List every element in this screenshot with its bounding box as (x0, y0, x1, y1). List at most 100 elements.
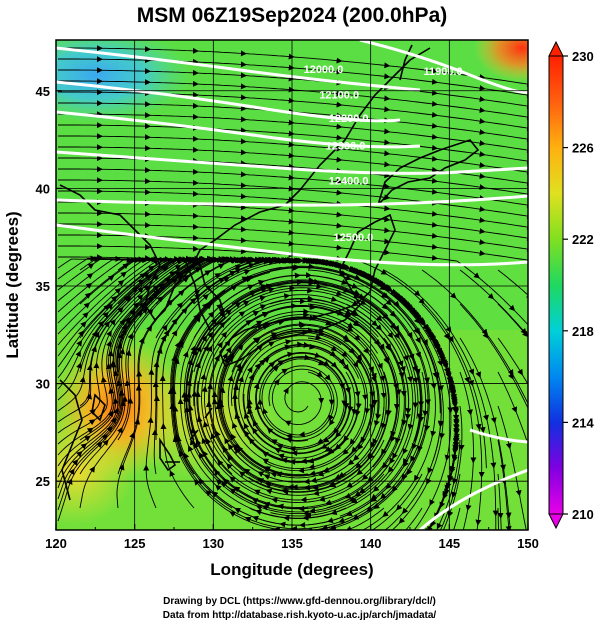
wind-arrowhead (427, 467, 433, 474)
wind-arrowhead (450, 292, 457, 299)
wind-arrowhead (479, 206, 486, 213)
wind-arrowhead (335, 290, 343, 297)
wind-arrowhead (479, 162, 486, 169)
wind-arrowhead (107, 350, 114, 357)
wind-arrowhead (479, 239, 486, 246)
wind-arrowhead (398, 517, 406, 524)
wind-arrowhead (227, 375, 234, 382)
wind-arrowhead (137, 287, 144, 294)
wind-arrowhead (362, 347, 370, 355)
wind-arrowhead (359, 299, 367, 305)
wind-arrowhead (281, 368, 289, 375)
wind-arrowhead (229, 476, 236, 483)
wind-arrowhead (414, 474, 420, 482)
wind-arrowhead (344, 492, 352, 499)
wind-arrowhead (106, 340, 112, 348)
wind-arrowhead (102, 311, 109, 319)
contour-12500-southeast (469, 428, 528, 444)
wind-arrowhead (261, 324, 269, 330)
wind-arrowhead (379, 284, 387, 291)
wind-arrowhead (262, 466, 270, 472)
wind-arrowhead (402, 447, 409, 455)
wind-arrowhead (373, 503, 380, 510)
wind-arrowhead (182, 351, 189, 358)
wind-arrowhead (390, 435, 396, 443)
wind-arrowhead (479, 96, 486, 103)
wind-arrowhead (246, 366, 253, 374)
wind-arrowhead (401, 419, 408, 427)
wind-arrowhead (242, 300, 250, 307)
wind-arrowhead (380, 269, 388, 275)
wind-arrowhead (139, 272, 146, 279)
wind-arrowhead (330, 345, 338, 352)
streamline (346, 507, 385, 530)
wind-arrowhead (410, 455, 416, 463)
wind-arrowhead (483, 414, 489, 422)
wind-arrowhead (479, 250, 486, 257)
wind-arrowhead (264, 322, 272, 328)
wind-arrowhead (193, 289, 201, 296)
wind-arrowhead (117, 426, 123, 434)
wind-arrowhead (113, 407, 119, 415)
contour-label: 12400.0 (329, 175, 369, 187)
contour-label: 12000.0 (304, 64, 344, 76)
wind-arrowhead (134, 418, 141, 425)
wind-arrowhead (482, 332, 489, 339)
colorbar: 230 226 222 218 214 210 (548, 40, 594, 530)
wind-arrowhead (277, 503, 284, 510)
wind-arrowhead (214, 273, 222, 279)
wind-arrowhead (317, 470, 325, 477)
streamline (58, 223, 528, 261)
wind-arrowhead (318, 496, 326, 502)
wind-arrowhead (166, 299, 174, 306)
wind-arrowhead (262, 258, 270, 265)
wind-arrowhead (234, 447, 241, 455)
wind-arrowhead (407, 423, 414, 431)
wind-arrowhead (339, 270, 346, 276)
wind-arrowhead (467, 409, 473, 416)
wind-arrowhead (439, 432, 446, 440)
colorbar-bottom-triangle (548, 513, 564, 530)
wind-arrowhead (190, 438, 196, 446)
wind-arrowhead (268, 341, 275, 348)
wind-arrowhead (174, 341, 181, 349)
wind-arrowhead (190, 427, 197, 434)
wind-arrowhead (252, 427, 259, 435)
wind-arrowhead (380, 292, 388, 299)
wind-arrowhead (348, 347, 355, 355)
wind-arrowhead (330, 296, 338, 302)
height-contours (56, 40, 528, 530)
contour-labels: 12000.0 11900.0 12100.0 12200.0 12300.0 12400… (304, 64, 463, 244)
wind-arrowhead (121, 328, 127, 336)
wind-arrowhead (169, 470, 176, 477)
wind-arrowhead (415, 351, 421, 359)
wind-arrowhead (390, 430, 396, 438)
wind-arrowhead (273, 378, 280, 386)
wind-arrowhead (110, 417, 117, 424)
wind-arrowhead (243, 412, 250, 420)
wind-arrowhead (174, 264, 182, 271)
wind-arrowhead (195, 361, 201, 369)
wind-arrowhead (216, 341, 223, 349)
cold-anomaly-northwest (56, 40, 191, 123)
contour-label: 12100.0 (319, 90, 359, 102)
wind-arrowhead (234, 302, 242, 308)
wind-arrowhead (372, 485, 380, 492)
wind-arrowhead (415, 336, 421, 344)
streamline (58, 80, 528, 118)
wind-arrowhead (382, 462, 389, 469)
wind-arrowhead (403, 354, 409, 362)
wind-arrowhead (201, 335, 208, 342)
wind-arrowhead (224, 339, 231, 347)
wind-arrowhead (479, 173, 486, 180)
streamline (58, 179, 528, 217)
wind-arrowhead (164, 277, 171, 284)
x-axis-ticks: 120 125 130 135 140 145 150 (45, 524, 539, 551)
wind-arrowhead (97, 320, 105, 328)
wind-arrowhead (361, 473, 369, 481)
wind-arrowhead (351, 300, 359, 306)
wind-arrowhead (424, 377, 430, 384)
wind-arrowhead (243, 468, 251, 475)
wind-arrowhead (83, 302, 91, 309)
